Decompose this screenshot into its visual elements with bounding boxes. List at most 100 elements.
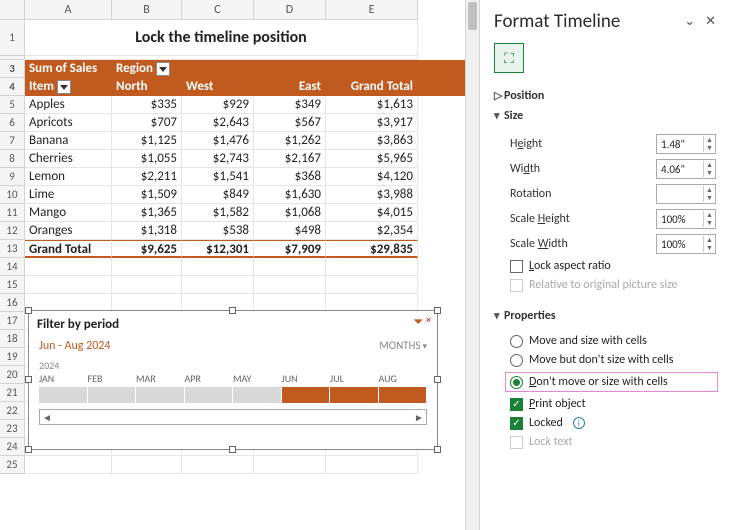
row-header[interactable]: 16 bbox=[0, 294, 25, 312]
table-cell[interactable]: Apricots bbox=[25, 114, 112, 132]
move-nosize-radio[interactable] bbox=[510, 354, 523, 367]
table-cell[interactable]: $1,125 bbox=[112, 132, 182, 150]
pivot-col-header[interactable]: East bbox=[254, 78, 326, 96]
row-header[interactable]: 3 bbox=[0, 60, 25, 78]
panel-close-icon[interactable]: ✕ bbox=[705, 14, 716, 29]
table-cell[interactable]: $2,354 bbox=[326, 222, 418, 240]
scale-height-input[interactable]: 100%▲▼ bbox=[656, 209, 716, 229]
col-header[interactable]: C bbox=[182, 0, 254, 20]
timeline-segment[interactable] bbox=[282, 387, 330, 403]
table-cell[interactable]: Lemon bbox=[25, 168, 112, 186]
table-cell[interactable]: $1,541 bbox=[182, 168, 254, 186]
row-header[interactable]: 11 bbox=[0, 204, 25, 222]
vertical-scrollbar[interactable] bbox=[465, 0, 479, 530]
height-input[interactable]: 1.48"▲▼ bbox=[656, 134, 716, 154]
table-cell[interactable]: $1,262 bbox=[254, 132, 326, 150]
table-cell[interactable]: $3,917 bbox=[326, 114, 418, 132]
table-cell[interactable]: Banana bbox=[25, 132, 112, 150]
pivot-col-field[interactable]: Region bbox=[112, 60, 182, 78]
table-cell[interactable]: $5,965 bbox=[326, 150, 418, 168]
table-cell[interactable]: $1,582 bbox=[182, 204, 254, 222]
pivot-col-header[interactable]: North bbox=[112, 78, 182, 96]
grand-total-label[interactable]: Grand Total bbox=[25, 240, 112, 258]
row-header[interactable]: 1 bbox=[0, 20, 25, 56]
timeline-segment[interactable] bbox=[136, 387, 184, 403]
table-cell[interactable]: $368 bbox=[254, 168, 326, 186]
grand-total-cell[interactable]: $9,625 bbox=[112, 240, 182, 258]
timeline-segment[interactable] bbox=[88, 387, 136, 403]
timeline-segment[interactable] bbox=[379, 387, 427, 403]
timeline-segment[interactable] bbox=[233, 387, 281, 403]
panel-dropdown-icon[interactable]: ⌄ bbox=[684, 14, 695, 29]
table-cell[interactable]: Cherries bbox=[25, 150, 112, 168]
timeline-segment[interactable] bbox=[330, 387, 378, 403]
table-cell[interactable]: Mango bbox=[25, 204, 112, 222]
row-header[interactable]: 19 bbox=[0, 348, 25, 366]
table-cell[interactable]: $2,167 bbox=[254, 150, 326, 168]
table-cell[interactable]: Apples bbox=[25, 96, 112, 114]
row-header[interactable]: 5 bbox=[0, 96, 25, 114]
row-header[interactable]: 14 bbox=[0, 258, 25, 276]
row-header[interactable]: 24 bbox=[0, 438, 25, 456]
filter-icon[interactable] bbox=[156, 62, 170, 76]
table-cell[interactable]: $1,055 bbox=[112, 150, 182, 168]
table-cell[interactable]: $498 bbox=[254, 222, 326, 240]
timeline-scrollbar[interactable]: ◄► bbox=[39, 409, 427, 425]
row-header[interactable]: 21 bbox=[0, 384, 25, 402]
table-cell[interactable]: $849 bbox=[182, 186, 254, 204]
lock-aspect-checkbox[interactable] bbox=[510, 260, 523, 273]
scroll-right-icon[interactable]: ► bbox=[412, 411, 426, 424]
grand-total-cell[interactable]: $7,909 bbox=[254, 240, 326, 258]
table-cell[interactable]: $1,630 bbox=[254, 186, 326, 204]
table-cell[interactable]: $2,743 bbox=[182, 150, 254, 168]
table-cell[interactable]: Lime bbox=[25, 186, 112, 204]
row-header[interactable]: 6 bbox=[0, 114, 25, 132]
scale-width-input[interactable]: 100%▲▼ bbox=[656, 234, 716, 254]
row-header[interactable]: 25 bbox=[0, 456, 25, 474]
table-cell[interactable]: $3,863 bbox=[326, 132, 418, 150]
grand-total-cell[interactable]: $12,301 bbox=[182, 240, 254, 258]
section-properties[interactable]: ▾Properties bbox=[494, 309, 716, 323]
col-header[interactable]: B bbox=[112, 0, 182, 20]
table-cell[interactable]: $1,613 bbox=[326, 96, 418, 114]
row-header[interactable]: 23 bbox=[0, 420, 25, 438]
row-header[interactable]: 9 bbox=[0, 168, 25, 186]
table-cell[interactable]: $1,476 bbox=[182, 132, 254, 150]
timeline-segment[interactable] bbox=[39, 387, 87, 403]
table-cell[interactable]: $567 bbox=[254, 114, 326, 132]
timeline-bar[interactable] bbox=[39, 387, 427, 403]
timeline-segment[interactable] bbox=[185, 387, 233, 403]
timeline-slicer[interactable]: Filter by period ⏷ Jun - Aug 2024 MONTHS… bbox=[28, 310, 438, 450]
table-cell[interactable]: $1,365 bbox=[112, 204, 182, 222]
col-header[interactable]: D bbox=[254, 0, 326, 20]
pivot-col-header[interactable]: West bbox=[182, 78, 254, 96]
row-header[interactable]: 8 bbox=[0, 150, 25, 168]
row-header[interactable]: 10 bbox=[0, 186, 25, 204]
table-cell[interactable]: $4,015 bbox=[326, 204, 418, 222]
section-size[interactable]: ▾Size bbox=[494, 109, 716, 123]
print-object-checkbox[interactable] bbox=[510, 398, 523, 411]
table-cell[interactable]: $707 bbox=[112, 114, 182, 132]
row-header[interactable]: 18 bbox=[0, 330, 25, 348]
clear-filter-icon[interactable]: ⏷ bbox=[413, 316, 429, 332]
table-cell[interactable]: $2,643 bbox=[182, 114, 254, 132]
pivot-col-header[interactable]: Grand Total bbox=[326, 78, 418, 96]
scroll-left-icon[interactable]: ◄ bbox=[40, 411, 54, 424]
pivot-corner[interactable]: Sum of Sales bbox=[25, 60, 112, 78]
row-header[interactable]: 13 bbox=[0, 240, 25, 258]
row-header[interactable]: 12 bbox=[0, 222, 25, 240]
table-cell[interactable]: Oranges bbox=[25, 222, 112, 240]
row-header[interactable]: 22 bbox=[0, 402, 25, 420]
dont-move-radio[interactable] bbox=[510, 376, 523, 389]
filter-icon[interactable] bbox=[57, 80, 71, 94]
table-cell[interactable]: $335 bbox=[112, 96, 182, 114]
locked-checkbox[interactable] bbox=[510, 417, 523, 430]
table-cell[interactable]: $1,068 bbox=[254, 204, 326, 222]
table-cell[interactable]: $4,120 bbox=[326, 168, 418, 186]
col-header[interactable]: A bbox=[25, 0, 112, 20]
pivot-row-field[interactable]: Item bbox=[25, 78, 112, 96]
grand-total-cell[interactable]: $29,835 bbox=[326, 240, 418, 258]
row-header[interactable]: 20 bbox=[0, 366, 25, 384]
row-header[interactable]: 15 bbox=[0, 276, 25, 294]
col-header[interactable]: E bbox=[326, 0, 418, 20]
